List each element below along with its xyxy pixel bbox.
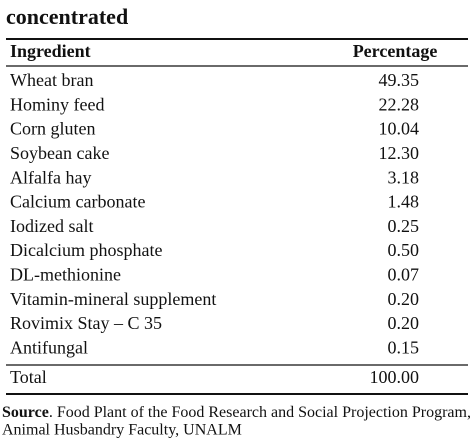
total-value: 100.00 (370, 367, 420, 387)
percentage-cell: 1.48 (388, 192, 420, 212)
source-text: . Food Plant of the Food Research and So… (49, 404, 471, 421)
header-cell: Percentage (353, 41, 438, 61)
percentage-cell: 22.28 (379, 94, 420, 114)
total-label: Total (10, 367, 47, 387)
percentage-cell: 10.04 (379, 119, 420, 139)
percentage-cell: 0.20 (388, 313, 420, 333)
ingredient-cell: Corn gluten (10, 119, 96, 139)
source-label: Source (2, 404, 49, 421)
source-note: Source. Food Plant of the Food Research … (2, 404, 471, 421)
ingredient-cell: Dicalcium phosphate (10, 240, 162, 260)
percentage-cell: 49.35 (379, 70, 420, 90)
percentage-cell: 0.07 (388, 265, 420, 285)
ingredient-cell: Alfalfa hay (10, 167, 91, 187)
ingredient-cell: Iodized salt (10, 216, 93, 236)
header-cell: Ingredient (10, 41, 91, 61)
ingredient-cell: Calcium carbonate (10, 192, 145, 212)
percentage-cell: 0.15 (388, 337, 420, 357)
ingredient-cell: Rovimix Stay – C 35 (10, 313, 162, 333)
percentage-cell: 0.20 (388, 289, 420, 309)
source-text: Animal Husbandry Faculty, UNALM (2, 422, 242, 439)
ingredient-cell: Soybean cake (10, 143, 109, 163)
ingredient-cell: DL-methionine (10, 265, 121, 285)
ingredient-cell: Antifungal (10, 337, 88, 357)
ingredient-cell: Wheat bran (10, 70, 93, 90)
table-body: Wheat bran 49.35 Hominy feed 22.28 Corn glut… (10, 70, 419, 357)
percentage-cell: 0.25 (388, 216, 420, 236)
title: concentrated (6, 4, 128, 29)
ingredient-cell: Hominy feed (10, 94, 104, 114)
percentage-cell: 0.50 (388, 240, 420, 260)
ingredient-cell: Vitamin-mineral supplement (10, 289, 216, 309)
percentage-cell: 3.18 (388, 167, 420, 187)
percentage-cell: 12.30 (379, 143, 420, 163)
